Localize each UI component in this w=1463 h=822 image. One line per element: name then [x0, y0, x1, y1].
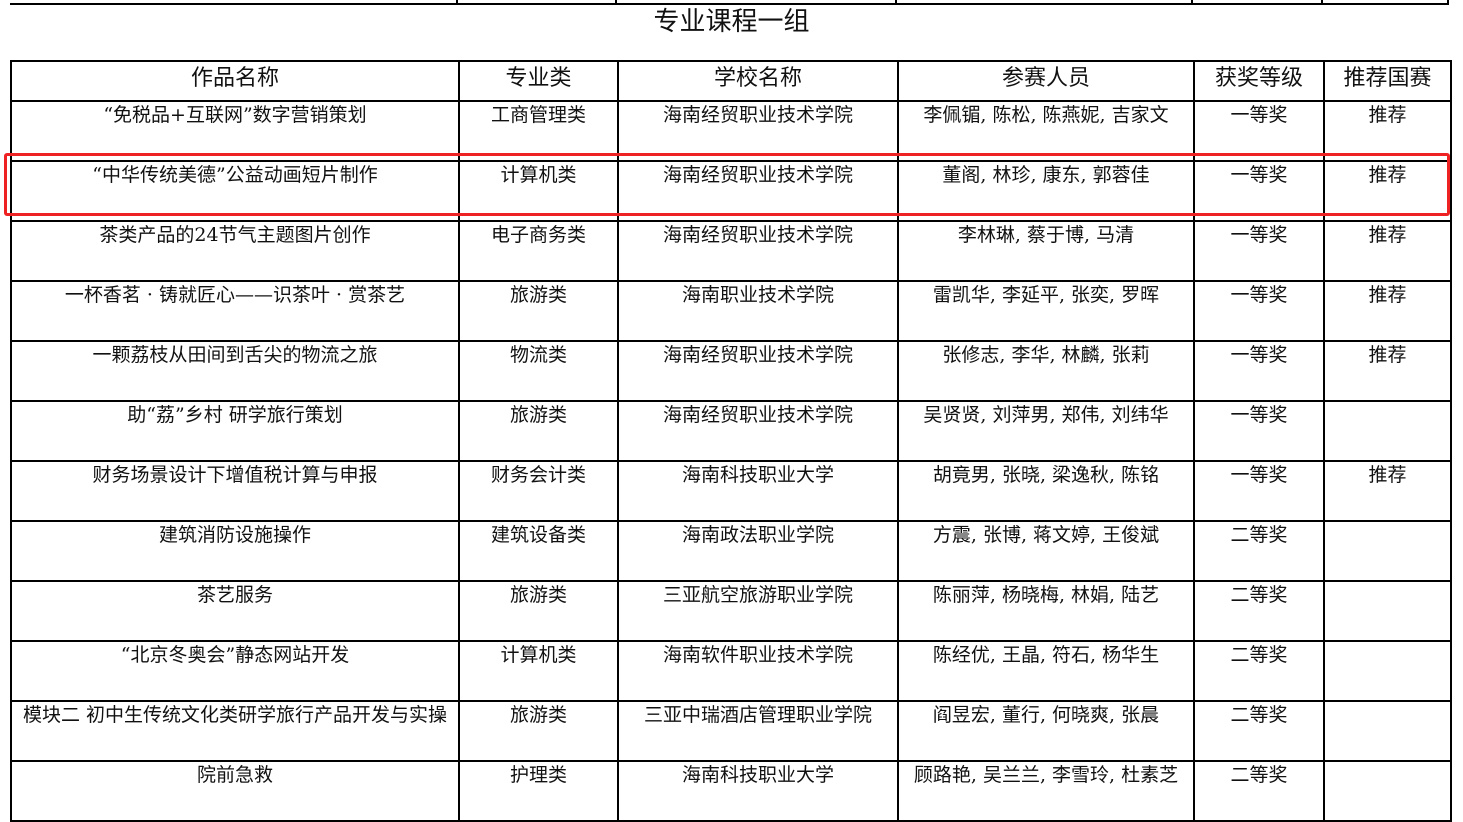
- cell-national-recommend: [1323, 760, 1452, 822]
- header-major-category: 专业类: [458, 60, 619, 102]
- header-work-name: 作品名称: [10, 60, 460, 102]
- cell-major-category: 旅游类: [458, 280, 619, 342]
- cell-national-recommend: 推荐: [1323, 280, 1452, 342]
- cell-work-name: 一杯香茗 · 铸就匠心——识茶叶 · 赏茶艺: [10, 280, 460, 342]
- cell-major-category: 物流类: [458, 340, 619, 402]
- table-row: “北京冬奥会”静态网站开发 计算机类 海南软件职业技术学院 陈经优, 王晶, 符石, …: [10, 640, 1452, 702]
- cell-award-level: 一等奖: [1193, 100, 1325, 162]
- cell-participants: 阎昱宏, 董行, 何晓爽, 张晨: [897, 700, 1195, 762]
- cell-national-recommend: [1323, 520, 1452, 582]
- cell-award-level: 一等奖: [1193, 340, 1325, 402]
- cell-major-category: 旅游类: [458, 400, 619, 462]
- header-participants: 参赛人员: [897, 60, 1195, 102]
- cell-participants: 吴贤贤, 刘萍男, 郑伟, 刘纬华: [897, 400, 1195, 462]
- table-row: “免税品+互联网”数字营销策划 工商管理类 海南经贸职业技术学院 李佩镅, 陈松, 陈…: [10, 100, 1452, 162]
- table-row: “中华传统美德”公益动画短片制作 计算机类 海南经贸职业技术学院 董阁, 林珍, 康东…: [10, 160, 1452, 222]
- cell-participants: 顾路艳, 吴兰兰, 李雪玲, 杜素芝: [897, 760, 1195, 822]
- cell-national-recommend: 推荐: [1323, 460, 1452, 522]
- cell-award-level: 一等奖: [1193, 460, 1325, 522]
- cell-award-level: 二等奖: [1193, 580, 1325, 642]
- cell-national-recommend: [1323, 700, 1452, 762]
- cell-award-level: 一等奖: [1193, 400, 1325, 462]
- cell-school-name: 海南经贸职业技术学院: [617, 160, 899, 222]
- cell-national-recommend: 推荐: [1323, 340, 1452, 402]
- cell-work-name: 院前急救: [10, 760, 460, 822]
- cell-major-category: 护理类: [458, 760, 619, 822]
- table-row: 茶类产品的24节气主题图片创作 电子商务类 海南经贸职业技术学院 李林琳, 蔡于博, …: [10, 220, 1452, 282]
- header-award-level: 获奖等级: [1193, 60, 1325, 102]
- table-header-row: 作品名称 专业类 学校名称 参赛人员 获奖等级 推荐国赛: [10, 60, 1452, 102]
- header-school-name: 学校名称: [617, 60, 899, 102]
- cell-major-category: 旅游类: [458, 580, 619, 642]
- table-row: 财务场景设计下增值税计算与申报 财务会计类 海南科技职业大学 胡竟男, 张晓, 梁逸秋…: [10, 460, 1452, 522]
- previous-table-bottom: [10, 0, 1449, 5]
- cell-major-category: 工商管理类: [458, 100, 619, 162]
- awards-table: 作品名称 专业类 学校名称 参赛人员 获奖等级 推荐国赛 “免税品+互联网”数字营销策划工…: [10, 60, 1452, 822]
- cell-school-name: 海南职业技术学院: [617, 280, 899, 342]
- cell-school-name: 海南软件职业技术学院: [617, 640, 899, 702]
- cell-school-name: 海南经贸职业技术学院: [617, 100, 899, 162]
- cell-national-recommend: 推荐: [1323, 220, 1452, 282]
- table-row: 建筑消防设施操作 建筑设备类 海南政法职业学院 方震, 张博, 蒋文婷, 王俊斌 二等奖: [10, 520, 1452, 582]
- cell-school-name: 海南经贸职业技术学院: [617, 340, 899, 402]
- cell-work-name: 助“荔”乡村 研学旅行策划: [10, 400, 460, 462]
- cell-participants: 方震, 张博, 蒋文婷, 王俊斌: [897, 520, 1195, 582]
- cell-school-name: 海南政法职业学院: [617, 520, 899, 582]
- cell-award-level: 二等奖: [1193, 700, 1325, 762]
- table-row: 院前急救 护理类 海南科技职业大学 顾路艳, 吴兰兰, 李雪玲, 杜素芝 二等奖: [10, 760, 1452, 822]
- table-row: 茶艺服务 旅游类 三亚航空旅游职业学院 陈丽萍, 杨晓梅, 林娟, 陆艺 二等奖: [10, 580, 1452, 642]
- cell-participants: 李林琳, 蔡于博, 马清: [897, 220, 1195, 282]
- cell-school-name: 三亚航空旅游职业学院: [617, 580, 899, 642]
- cell-award-level: 二等奖: [1193, 520, 1325, 582]
- cell-major-category: 财务会计类: [458, 460, 619, 522]
- cell-school-name: 海南经贸职业技术学院: [617, 400, 899, 462]
- cell-award-level: 一等奖: [1193, 160, 1325, 222]
- cell-major-category: 电子商务类: [458, 220, 619, 282]
- cell-school-name: 三亚中瑞酒店管理职业学院: [617, 700, 899, 762]
- cell-participants: 陈经优, 王晶, 符石, 杨华生: [897, 640, 1195, 702]
- cell-national-recommend: 推荐: [1323, 160, 1452, 222]
- cell-participants: 李佩镅, 陈松, 陈燕妮, 吉家文: [897, 100, 1195, 162]
- cell-work-name: 一颗荔枝从田间到舌尖的物流之旅: [10, 340, 460, 402]
- table-row: 一杯香茗 · 铸就匠心——识茶叶 · 赏茶艺 旅游类 海南职业技术学院 雷凯华, 李延…: [10, 280, 1452, 342]
- cell-school-name: 海南科技职业大学: [617, 760, 899, 822]
- cell-award-level: 一等奖: [1193, 220, 1325, 282]
- cell-national-recommend: [1323, 640, 1452, 702]
- cell-national-recommend: 推荐: [1323, 100, 1452, 162]
- section-title: 专业课程一组: [653, 7, 810, 37]
- cell-work-name: 茶艺服务: [10, 580, 460, 642]
- cell-participants: 董阁, 林珍, 康东, 郭蓉佳: [897, 160, 1195, 222]
- cell-work-name: “免税品+互联网”数字营销策划: [10, 100, 460, 162]
- cell-major-category: 计算机类: [458, 160, 619, 222]
- cell-major-category: 旅游类: [458, 700, 619, 762]
- cell-school-name: 海南经贸职业技术学院: [617, 220, 899, 282]
- cell-national-recommend: [1323, 400, 1452, 462]
- table-row: 一颗荔枝从田间到舌尖的物流之旅 物流类 海南经贸职业技术学院 张修志, 李华, 林麟,…: [10, 340, 1452, 402]
- cell-work-name: “中华传统美德”公益动画短片制作: [10, 160, 460, 222]
- table-row: 模块二 初中生传统文化类研学旅行产品开发与实操 旅游类 三亚中瑞酒店管理职业学院 阎昱…: [10, 700, 1452, 762]
- header-national-recommend: 推荐国赛: [1323, 60, 1452, 102]
- cell-award-level: 二等奖: [1193, 640, 1325, 702]
- cell-work-name: 茶类产品的24节气主题图片创作: [10, 220, 460, 282]
- cell-participants: 陈丽萍, 杨晓梅, 林娟, 陆艺: [897, 580, 1195, 642]
- cell-work-name: 模块二 初中生传统文化类研学旅行产品开发与实操: [10, 700, 460, 762]
- table-row: 助“荔”乡村 研学旅行策划 旅游类 海南经贸职业技术学院 吴贤贤, 刘萍男, 郑伟, …: [10, 400, 1452, 462]
- cell-award-level: 一等奖: [1193, 280, 1325, 342]
- cell-participants: 张修志, 李华, 林麟, 张莉: [897, 340, 1195, 402]
- cell-award-level: 二等奖: [1193, 760, 1325, 822]
- cell-major-category: 计算机类: [458, 640, 619, 702]
- cell-school-name: 海南科技职业大学: [617, 460, 899, 522]
- cell-participants: 雷凯华, 李延平, 张奕, 罗晖: [897, 280, 1195, 342]
- cell-work-name: 财务场景设计下增值税计算与申报: [10, 460, 460, 522]
- cell-work-name: 建筑消防设施操作: [10, 520, 460, 582]
- cell-national-recommend: [1323, 580, 1452, 642]
- cell-work-name: “北京冬奥会”静态网站开发: [10, 640, 460, 702]
- cell-major-category: 建筑设备类: [458, 520, 619, 582]
- cell-participants: 胡竟男, 张晓, 梁逸秋, 陈铭: [897, 460, 1195, 522]
